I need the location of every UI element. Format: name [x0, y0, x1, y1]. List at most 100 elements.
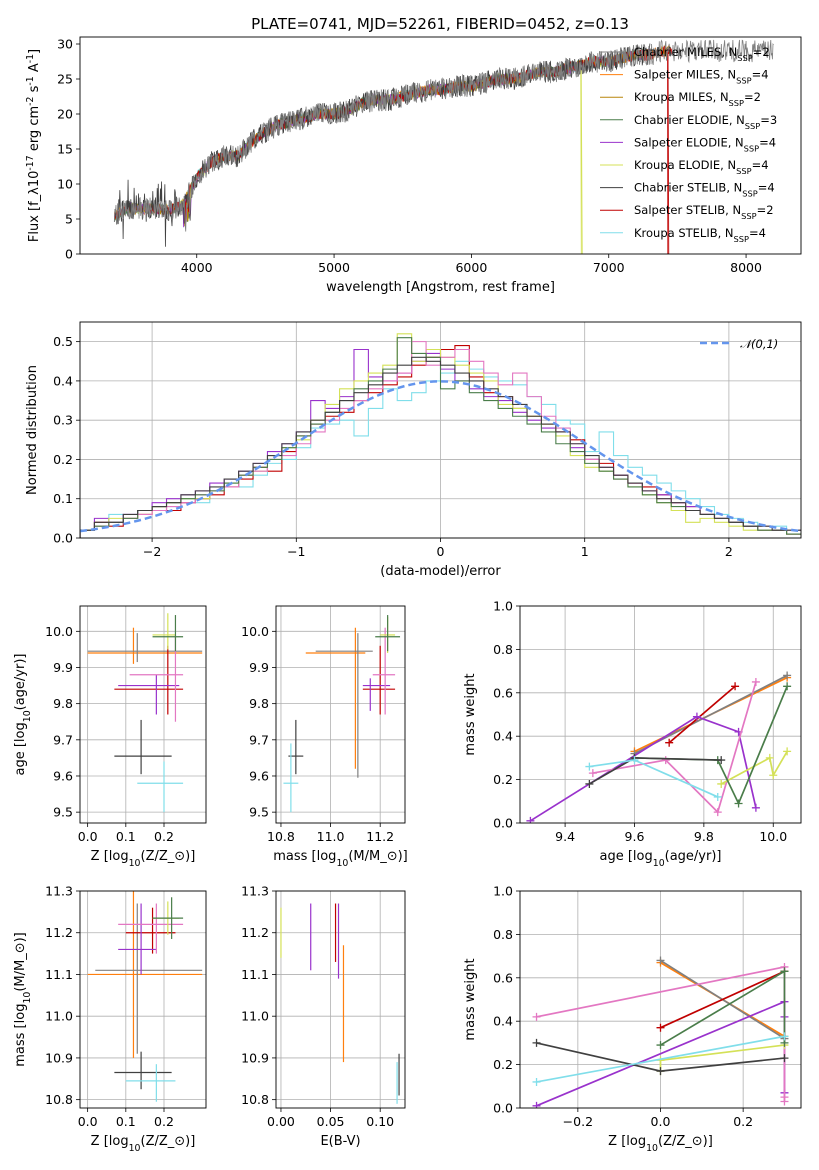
- residuals-plot-area: [80, 333, 801, 538]
- massweight-vs-z-marker: [780, 1093, 789, 1102]
- spectrum-line-salpeter_stelib: [113, 45, 673, 254]
- age-vs-z-xtick-label: 0.1: [116, 829, 136, 844]
- massweight-vs-z-plot-area: [532, 956, 789, 1108]
- age-vs-mass-point-pink_series: [372, 627, 396, 715]
- massweight-vs-z-ylabel: mass weight: [463, 958, 478, 1040]
- massweight-vs-age-marker: [783, 682, 792, 691]
- age-vs-z-ytick-label: 9.7: [53, 732, 73, 747]
- mass-vs-ebv-ytick-label: 11.3: [241, 884, 269, 899]
- age-vs-mass-ytick-label: 9.8: [249, 696, 269, 711]
- age-vs-mass-point-kroupa_stelib: [283, 743, 299, 813]
- age-vs-mass-ytick-label: 10.0: [241, 624, 269, 639]
- massweight-vs-z-series-salpeter_stelib: [656, 967, 789, 1032]
- massweight-vs-z-xtick-label: 0.2: [733, 1114, 753, 1129]
- residuals-hist-chabrier_elodie: [80, 337, 801, 538]
- age-vs-z-point-salpeter_miles: [87, 627, 203, 664]
- age-vs-mass-point-chabrier_miles: [315, 633, 373, 778]
- massweight-vs-age-marker: [783, 671, 792, 680]
- legend-label-chabrier_miles: Chabrier MILES, NSSP=2: [634, 45, 770, 63]
- age-vs-z-ytick-label: 9.5: [53, 805, 73, 820]
- mass-vs-ebv-ytick-label: 10.8: [241, 1092, 269, 1107]
- residuals-ytick-label: 0.3: [53, 413, 73, 428]
- residuals-hist-chabrier_stelib: [80, 356, 801, 538]
- age-vs-z-xlabel: Z [log10(Z/Z_⊙)]: [91, 849, 196, 869]
- age-vs-z-ytick-label: 9.6: [53, 768, 73, 783]
- legend-label-salpeter_elodie: Salpeter ELODIE, NSSP=4: [634, 135, 776, 153]
- mass-vs-ebv-ytick-label: 10.9: [241, 1050, 269, 1065]
- massweight-vs-z-ytick-label: 0.4: [493, 1014, 513, 1029]
- spectrum-line-salpeter_miles: [113, 45, 671, 227]
- massweight-vs-age-marker: [717, 779, 726, 788]
- massweight-vs-age-series-kroupa_stelib: [585, 756, 722, 801]
- age-vs-mass-point-salpeter_stelib: [362, 645, 396, 715]
- legend-label-kroupa_stelib: Kroupa STELIB, NSSP=4: [634, 226, 766, 244]
- massweight-vs-z-axes: −0.2 0.0 0.2 0.0 0.2 0.4 0.6 0.8 1.0 Z [log10(Z/Z…: [463, 884, 801, 1154]
- residuals-ytick-label: 0.5: [53, 334, 73, 349]
- spectrum-line-kroupa_stelib: [113, 50, 637, 227]
- age-vs-mass-xlabel: mass [log10(M/M_⊙)]: [273, 849, 408, 869]
- spectrum-xtick-label: 8000: [730, 260, 762, 275]
- residuals-ytick-label: 0.1: [53, 491, 73, 506]
- age-vs-z-ytick-label: 10.0: [45, 624, 73, 639]
- massweight-vs-z-ytick-label: 0.2: [493, 1057, 513, 1072]
- massweight-vs-age-xlabel: age [log10(age/yr)]: [600, 849, 722, 869]
- massweight-vs-age-marker: [630, 756, 639, 765]
- mass-vs-z-point-salpeter_elodie: [118, 903, 157, 975]
- mass-vs-z-ytick-label: 11.3: [45, 884, 73, 899]
- massweight-vs-z-marker: [532, 1077, 541, 1086]
- legend-label-chabrier_elodie: Chabrier ELODIE, NSSP=3: [634, 113, 777, 131]
- massweight-vs-age-marker: [585, 762, 594, 771]
- spectrum-xtick-label: 5000: [318, 260, 350, 275]
- residuals-legend-label: 𝒩(0,1): [740, 337, 778, 351]
- massweight-vs-age-series-chabrier_elodie: [630, 682, 792, 808]
- mass-vs-z-xtick-label: 0.1: [116, 1114, 136, 1129]
- spectrum-xlabel: wavelength [Angstrom, rest frame]: [326, 280, 555, 295]
- mass-vs-ebv-ytick-label: 11.2: [241, 925, 269, 940]
- massweight-vs-z-frame: [519, 890, 802, 1109]
- residuals-ytick-label: 0.0: [53, 531, 73, 546]
- age-vs-mass-ytick-label: 9.6: [249, 768, 269, 783]
- spectrum-ytick-label: 0: [65, 247, 73, 262]
- spectrum-xtick-label: 6000: [455, 260, 487, 275]
- residuals-xtick-label: 1: [581, 544, 589, 559]
- mass-vs-z-ytick-label: 10.9: [45, 1050, 73, 1065]
- spectrum-ytick-label: 25: [57, 72, 73, 87]
- residuals-xtick-label: 2: [725, 544, 733, 559]
- residuals-xtick-label: 0: [437, 544, 445, 559]
- massweight-vs-age-ytick-label: 0.6: [493, 685, 513, 700]
- age-vs-z-ylabel: age [log10(age/yr)]: [13, 654, 33, 776]
- age-vs-mass-point-salpeter_miles: [305, 627, 366, 769]
- spectrum-line-kroupa_elodie: [113, 50, 630, 254]
- massweight-vs-age-ytick-label: 0.2: [493, 772, 513, 787]
- spectrum-legend: Chabrier MILES, NSSP=2 Salpeter MILES, NS…: [600, 45, 777, 244]
- massweight-vs-z-ytick-label: 0.6: [493, 970, 513, 985]
- spectrum-ylabel: Flux [f_λ10-17 erg cm-2 s-1 A-1]: [25, 49, 43, 242]
- massweight-vs-z-series-chabrier_stelib: [532, 1038, 789, 1076]
- massweight-vs-z-marker: [780, 1054, 789, 1063]
- age-vs-z-point-kroupa_elodie: [152, 613, 176, 650]
- massweight-vs-age-marker: [713, 808, 722, 817]
- age-vs-z-point-salpeter_elodie: [118, 674, 180, 715]
- massweight-vs-z-xlabel: Z [log10(Z/Z_⊙)]: [608, 1134, 713, 1154]
- age-vs-mass-plot-area: [283, 615, 401, 813]
- spectrum-ytick-label: 10: [57, 177, 73, 192]
- legend-label-salpeter_stelib: Salpeter STELIB, NSSP=2: [634, 203, 774, 221]
- residuals-ytick-label: 0.2: [53, 452, 73, 467]
- spectrum-xtick-label: 7000: [593, 260, 625, 275]
- age-vs-mass-point-salpeter_elodie: [362, 678, 391, 711]
- legend-label-chabrier_stelib: Chabrier STELIB, NSSP=4: [634, 181, 775, 199]
- spectrum-plot-area: [113, 39, 774, 254]
- massweight-vs-z-marker: [532, 1038, 541, 1047]
- massweight-vs-age-ylabel: mass weight: [463, 673, 478, 755]
- massweight-vs-age-marker: [526, 816, 535, 823]
- massweight-vs-z-marker: [656, 1023, 665, 1032]
- spectrum-axes: 4000 5000 6000 7000 8000 0 5 10 15 20 25 30 waveleng…: [25, 37, 763, 296]
- mass-vs-ebv-axes: 0.00 0.05 0.10 10.8 10.9 11.0 11.1 11.2 11.3 E(B-…: [241, 884, 405, 1149]
- massweight-vs-z-ytick-label: 1.0: [493, 884, 513, 899]
- age-vs-z-axes: 0.0 0.1 0.2 9.5 9.6 9.7 9.8 9.9 10.0 Z [log10(Z/Z…: [13, 606, 206, 869]
- spectrum-xtick-label: 4000: [181, 260, 213, 275]
- massweight-vs-age-axes: 9.4 9.6 9.8 10.0 0.0 0.2 0.4 0.6 0.8 1.0 age [log1…: [463, 599, 801, 869]
- mass-vs-z-ytick-label: 11.0: [45, 1009, 73, 1024]
- mass-vs-z-xtick-label: 0.2: [154, 1114, 174, 1129]
